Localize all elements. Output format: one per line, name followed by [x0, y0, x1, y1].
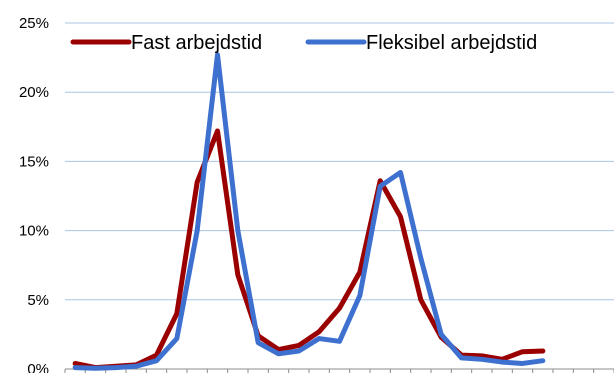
x-axis [64, 368, 614, 373]
y-tick-label-2: 10% [19, 223, 49, 240]
series-line-1 [72, 52, 546, 371]
legend-entry-0: Fast arbejdstid [70, 32, 262, 54]
y-tick-label-5: 25% [19, 15, 49, 32]
series-lines [72, 52, 546, 371]
y-axis-ticks: 0% 5% 10% 15% 20% 25% [19, 15, 49, 373]
legend-label-1: Fleksibel arbejdstid [366, 32, 537, 54]
y-tick-label-0: 0% [27, 361, 49, 373]
y-tick-label-1: 5% [27, 292, 49, 309]
y-tick-label-4: 20% [19, 84, 49, 101]
grid-lines [65, 22, 614, 301]
series-line-0 [72, 128, 546, 371]
legend-entry-1: Fleksibel arbejdstid [305, 32, 537, 54]
legend: Fast arbejdstid Fleksibel arbejdstid [70, 32, 537, 54]
legend-label-0: Fast arbejdstid [131, 32, 262, 54]
y-tick-label-3: 15% [19, 153, 49, 170]
